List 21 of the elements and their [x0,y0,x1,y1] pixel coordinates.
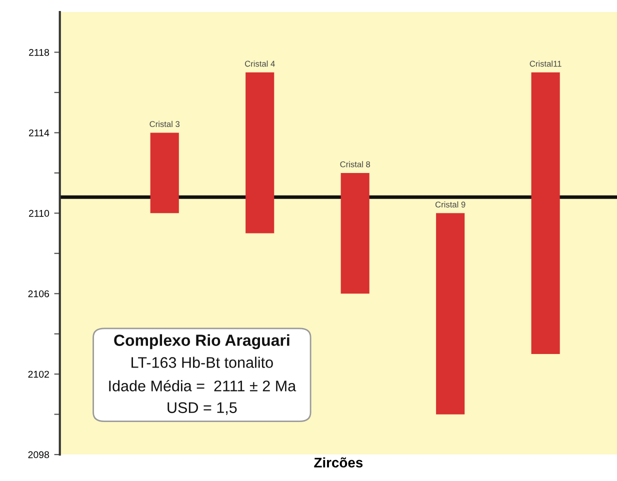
y-tick-label: 2114 [29,129,50,136]
bar [246,72,274,234]
y-tick-label: 2118 [29,48,50,56]
y-tick-label: 2102 [28,370,49,378]
x-tick-label: Cristal 9 [435,201,466,208]
x-axis-title: Zircões [314,457,363,468]
annotation: Complexo Rio Araguari [114,334,290,350]
bar [436,213,465,414]
bar [150,132,179,214]
y-tick-label: 2106 [28,290,50,298]
x-tick-label: Cristal 4 [244,60,275,67]
bar [340,172,370,294]
x-tick-label: Cristal 3 [150,120,180,128]
y-tick-label: 2098 [28,451,50,458]
annotation: LT-163 Hb-Bt tonalito [132,356,273,368]
x-tick-label: Cristal 8 [340,161,370,168]
x-tick-label: Cristal11 [530,60,562,67]
annotation: Idade Média = 2111 ± 2 Ma [109,380,296,392]
bar [531,72,560,354]
annotation: USD = 1,5 [168,402,237,415]
y-tick-label: 2110 [29,210,50,217]
